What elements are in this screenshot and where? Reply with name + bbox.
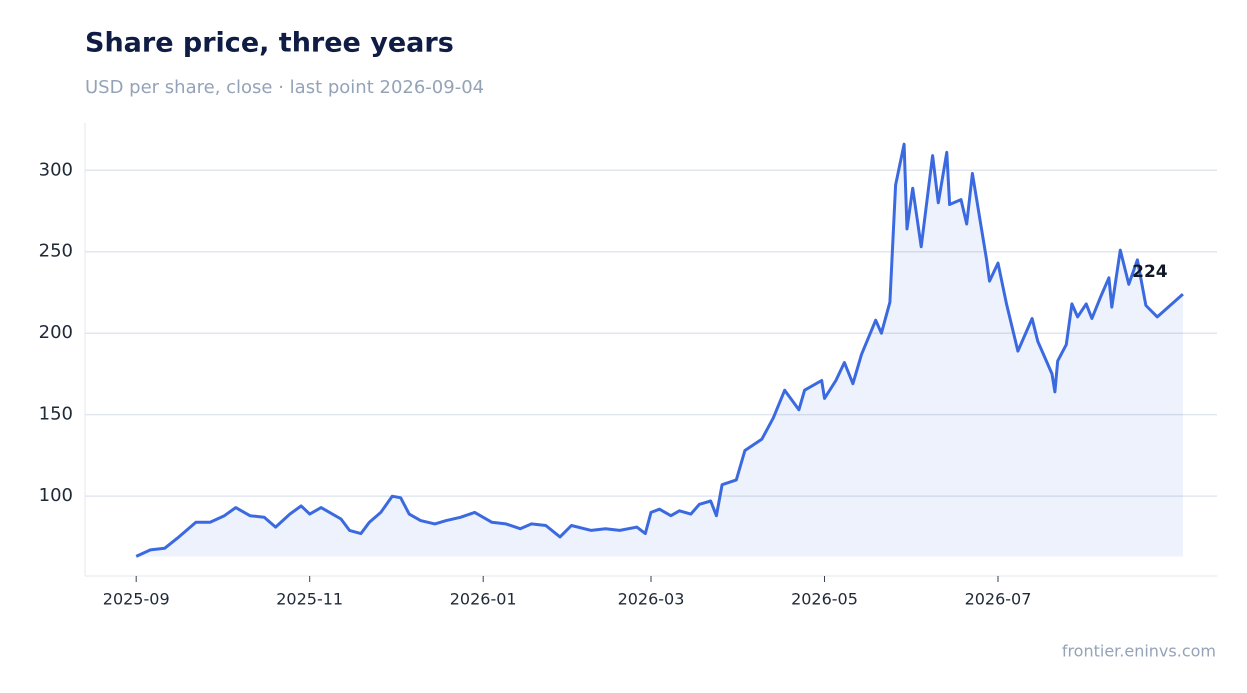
y-tick-label: 100 — [39, 485, 73, 506]
chart-title: Share price, three years — [85, 28, 454, 59]
x-tick-label: 2026-07 — [965, 590, 1032, 609]
source: frontier.eninvs.com — [1062, 642, 1216, 661]
y-tick-label: 300 — [39, 159, 73, 180]
y-tick-label: 150 — [39, 404, 73, 425]
x-tick-label: 2026-03 — [618, 590, 685, 609]
x-tick-label: 2025-11 — [276, 590, 343, 609]
y-tick-label: 250 — [39, 241, 73, 262]
data-label: 224 — [1132, 262, 1168, 282]
x-tick-label: 2025-09 — [103, 590, 170, 609]
area — [136, 144, 1183, 557]
x-tick-label: 2026-01 — [450, 590, 517, 609]
x-tick-label: 2026-05 — [791, 590, 858, 609]
y-tick-label: 200 — [39, 322, 73, 343]
line — [135, 142, 1184, 558]
chart-subtitle: USD per share, close · last point 2026-0… — [85, 77, 484, 98]
